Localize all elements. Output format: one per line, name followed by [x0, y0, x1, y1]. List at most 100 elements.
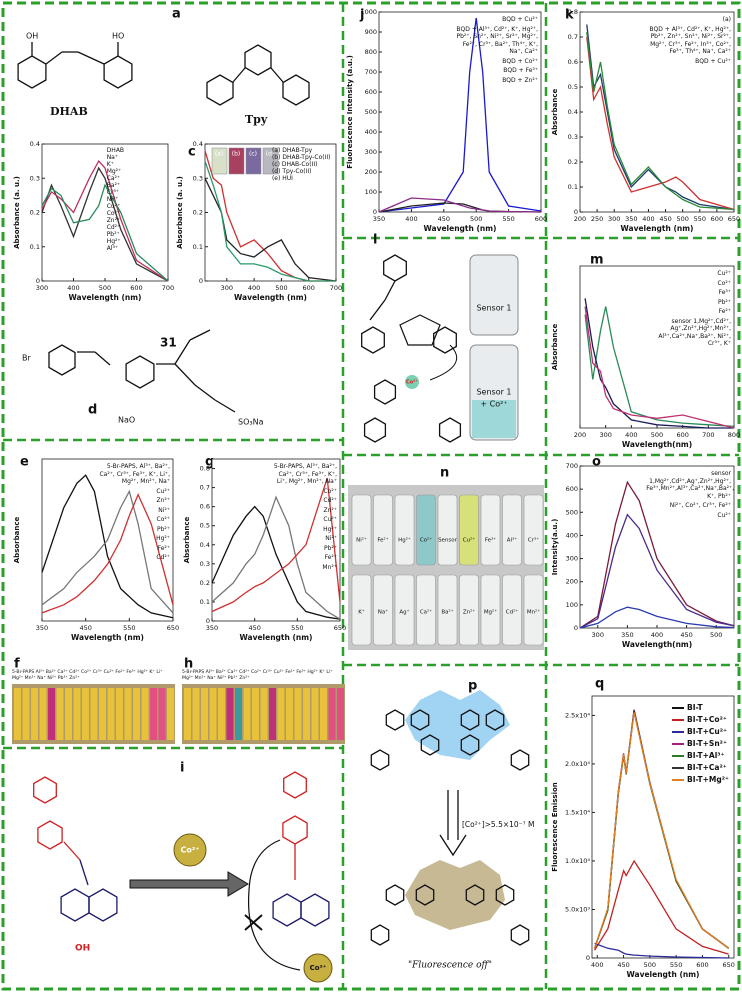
y-tick-label: 0.1: [193, 243, 203, 251]
x-axis-title: Wavelength(nm): [622, 440, 692, 449]
x-axis-title: Wavelength (nm): [69, 293, 142, 302]
vial-label: Ba²⁺: [441, 609, 453, 616]
ring: [125, 355, 155, 389]
x-tick-label: 650: [728, 215, 740, 223]
y-axis-title: Fluorescence Intensity (a.u.): [346, 55, 354, 169]
bond: [384, 280, 396, 301]
inset-label: (b): [232, 151, 241, 158]
dividers: [3, 3, 739, 989]
y-tick-label: 0.2: [568, 158, 578, 166]
annotations: sensor 1,Mg²⁺,Cd²⁺,Ag⁺,Zn²⁺,Hg²⁺, Fe³⁺,M…: [646, 470, 734, 521]
vial-label: Ca²⁺: [420, 609, 432, 616]
vial: [337, 688, 344, 740]
vial: [328, 688, 336, 740]
vial: [277, 688, 285, 740]
vial: [235, 688, 242, 740]
vial: [65, 688, 72, 740]
label: NaO: [118, 416, 135, 425]
vial: [22, 688, 30, 740]
spectrum: [204, 178, 337, 282]
panel-label: n: [440, 466, 449, 481]
vial: [260, 688, 268, 740]
x-tick-label: 550: [694, 215, 706, 223]
panel-label: g: [205, 455, 214, 470]
vial: [469, 254, 519, 336]
vial-label: Cu²⁺: [463, 537, 476, 544]
x-tick-label: 300: [608, 215, 620, 223]
spectrum: [41, 489, 174, 614]
y-tick-label: 0.3: [193, 174, 203, 182]
bond: [232, 67, 246, 83]
y-tick-label: 0: [36, 277, 40, 285]
x-tick-label: 550: [502, 215, 514, 223]
y-tick-label: 500: [365, 108, 377, 116]
y-axis-title: Absorbance: [551, 89, 559, 136]
x-tick-label: 600: [535, 215, 547, 223]
bond: [79, 859, 89, 886]
annotation: BQD + Al³⁺, Cd²⁺, K⁺, Hg²⁺, Pb²⁺, Zn²⁺, …: [649, 25, 731, 56]
bond: [244, 914, 263, 931]
legend: DHAB Na⁺ K⁺ Mg²⁺ Ca²⁺ Ba²⁺ Cr³⁺ Ni²⁺ Cu²⁺ Co²⁺ Zn²…: [107, 147, 166, 252]
y-axis-title: Absorbance (a. u.): [13, 176, 21, 249]
y-tick-label: 300: [566, 555, 578, 563]
x-tick-label: 500: [470, 215, 482, 223]
vial: [394, 494, 415, 566]
spectrum: [586, 36, 735, 211]
x-tick-label: 700: [330, 284, 342, 292]
spectrum: [211, 495, 341, 620]
y-tick-label: 700: [365, 68, 377, 76]
annotations: 5-Br-PAPS, Al³⁺, Ba²⁺, Ca²⁺, Cr³⁺, Fe³⁺,…: [267, 463, 337, 573]
x-axis-title: Wavelength (nm): [424, 224, 497, 233]
vial: [39, 688, 47, 740]
spectrum: [594, 942, 729, 959]
legend-swatch: [672, 731, 684, 733]
bond: [94, 351, 111, 366]
panel-label: p: [468, 679, 477, 694]
plot-frame: [211, 458, 341, 622]
y-axis-title: Intensity(a.u.): [551, 519, 559, 576]
x-tick-label: 450: [659, 215, 671, 223]
panel-label: k: [565, 8, 574, 23]
y-tick-label: 0.4: [193, 140, 203, 148]
y-tick-label: 1.0x10⁴: [565, 857, 590, 865]
legend-entry: Cr³⁺: [106, 189, 119, 196]
y-tick-label: 200: [566, 578, 578, 586]
x-tick-label: 650: [334, 624, 346, 632]
annotation: Fe²⁺: [718, 308, 731, 315]
vial: [218, 688, 225, 740]
x-tick-label: 700: [702, 431, 714, 439]
spectrum: [378, 197, 542, 213]
bond: [214, 399, 236, 413]
y-tick-label: 0.4: [200, 541, 210, 549]
vial: [437, 574, 458, 646]
y-tick-label: 0: [574, 624, 578, 632]
vial: [502, 494, 522, 566]
spectrum: [579, 606, 735, 629]
bond: [270, 67, 284, 83]
annotation: Ni²⁺, Co²⁺, Cr³⁺, Fe²⁺: [669, 502, 731, 509]
vial: [167, 688, 174, 740]
legend-text: BI-T+Al³⁺: [687, 751, 725, 760]
legend-text: BI-T+Cu²⁺: [687, 727, 728, 736]
legend-swatch: [672, 719, 684, 721]
y-tick-label: 0.5: [200, 522, 210, 530]
vial: [192, 688, 200, 740]
legend-entry: BI-T+Co²⁺: [672, 714, 732, 726]
vial: [502, 574, 522, 646]
spectrum: [378, 17, 542, 213]
panel-label: q: [595, 677, 604, 692]
x-tick-label: 550: [123, 624, 135, 632]
curved-arrow: [248, 839, 301, 971]
vial: [311, 688, 319, 740]
spectrum: [41, 474, 174, 619]
vial: [184, 688, 191, 740]
x-tick-label: 450: [248, 624, 260, 632]
metal-ion: [303, 953, 333, 983]
vial: [437, 494, 458, 566]
y-axis-title: Absorbance: [13, 517, 21, 564]
ring: [103, 55, 133, 89]
ring: [383, 254, 407, 282]
oxadiazole: [399, 314, 441, 346]
x-tick-label: 500: [275, 284, 287, 292]
